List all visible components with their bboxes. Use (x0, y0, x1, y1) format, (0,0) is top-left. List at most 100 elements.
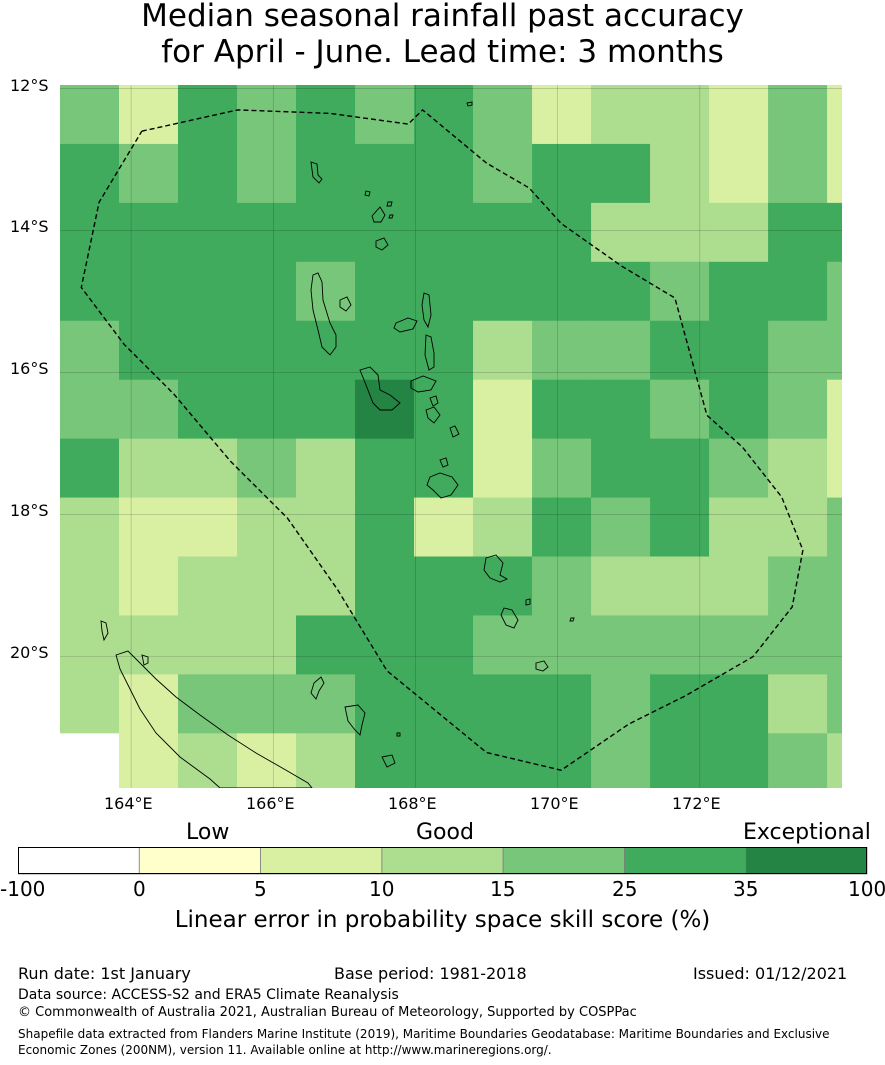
skill-cell (591, 85, 651, 145)
skill-cell (60, 733, 120, 788)
skill-cell (237, 320, 297, 381)
skill-cell (532, 674, 592, 734)
banks-islands-ureparapara (371, 206, 386, 223)
skill-cell (709, 85, 769, 145)
skill-cell (237, 143, 297, 204)
efate-island (426, 472, 459, 499)
skill-cell (473, 438, 533, 499)
skill-cell (827, 85, 842, 145)
skill-cell (532, 202, 592, 263)
skill-cell (237, 261, 297, 322)
skill-cell (768, 556, 828, 617)
skill-cell (414, 733, 474, 788)
cbar-tick-minus100: -100 (0, 877, 46, 901)
skill-cell (827, 320, 842, 381)
skill-cell (119, 320, 179, 381)
lat-label-20s: 20°S (10, 643, 49, 662)
skill-cell (827, 674, 842, 734)
skill-cell (827, 733, 842, 788)
skill-cell (827, 438, 842, 499)
torres-islands (310, 161, 323, 184)
lat-label-12s: 12°S (10, 76, 49, 95)
skill-cell (355, 379, 415, 440)
skill-cell (355, 556, 415, 617)
erromango-island (483, 554, 509, 583)
skill-cell (650, 733, 710, 788)
colorbar-segments (18, 847, 868, 875)
skill-cell (414, 85, 474, 145)
skill-cell (827, 261, 842, 322)
skill-cell (119, 497, 179, 558)
malo-island (339, 296, 352, 312)
data-source: Data source: ACCESS-S2 and ERA5 Climate … (18, 987, 399, 1003)
skill-cell (60, 320, 120, 381)
cbar-tick-10: 10 (369, 877, 395, 901)
skill-cell (296, 261, 356, 322)
colorbar-axis-label: Linear error in probability space skill … (174, 907, 711, 933)
skill-cell (827, 556, 842, 617)
skill-cell (414, 202, 474, 263)
skill-cell (709, 320, 769, 381)
skill-cell (532, 143, 592, 204)
skill-cell (650, 379, 710, 440)
skill-cell (414, 261, 474, 322)
issued-date: Issued: 01/12/2021 (693, 964, 848, 983)
skill-cell (768, 438, 828, 499)
skill-cell (119, 85, 179, 145)
map-title-line-2: for April - June. Lead time: 3 months (161, 34, 724, 70)
skill-cell (709, 556, 769, 617)
copyright-notice: © Commonwealth of Australia 2021, Austra… (18, 1005, 637, 1020)
skill-cell (296, 379, 356, 440)
lon-label-164e: 164°E (104, 794, 153, 813)
malekula-island (359, 366, 401, 411)
skill-colorbar (18, 847, 868, 875)
skill-cell (178, 85, 238, 145)
skill-cell (296, 674, 356, 734)
lat-label-14s: 14°S (10, 217, 49, 236)
skill-cell (650, 202, 710, 263)
mere-lava-island (388, 214, 394, 219)
skill-cell (60, 674, 120, 734)
skill-cell (827, 202, 842, 263)
epi-island (425, 406, 441, 424)
skill-cell (296, 143, 356, 204)
pentecost-island (424, 334, 435, 371)
cbar-tick-15: 15 (490, 877, 516, 901)
skill-cell (532, 379, 592, 440)
skill-cell (591, 438, 651, 499)
skill-cell (355, 438, 415, 499)
category-label-good: Good (416, 820, 474, 845)
belep-islands (100, 620, 109, 642)
skill-cell (237, 379, 297, 440)
skill-cell (178, 261, 238, 322)
lat-lon-gridlines (60, 85, 842, 788)
cbar-tick-25: 25 (612, 877, 638, 901)
skill-cell (591, 143, 651, 204)
skill-cell (237, 556, 297, 617)
skill-cell (355, 261, 415, 322)
skill-cell (178, 320, 238, 381)
skill-cell (296, 615, 356, 675)
aniwa-island (525, 598, 531, 606)
skill-cell (532, 615, 592, 675)
skill-cell (650, 85, 710, 145)
skill-cell (768, 85, 828, 145)
skill-cell (237, 674, 297, 734)
ambae-island (393, 317, 418, 333)
skill-cell (473, 615, 533, 675)
skill-cell (237, 438, 297, 499)
skill-cell (355, 143, 415, 204)
loyalty-lifou (344, 704, 366, 736)
skill-cell (532, 556, 592, 617)
skill-cell (768, 202, 828, 263)
skill-cell (414, 143, 474, 204)
skill-cell (296, 85, 356, 145)
skill-cell (119, 556, 179, 617)
espiritu-santo-island (310, 272, 337, 356)
skill-cell (532, 733, 592, 788)
lon-label-168e: 168°E (388, 794, 437, 813)
skill-cell (650, 497, 710, 558)
cbar-tick-5: 5 (254, 877, 267, 901)
skill-cell (473, 379, 533, 440)
banks-islands-vanua-lava (375, 237, 389, 251)
